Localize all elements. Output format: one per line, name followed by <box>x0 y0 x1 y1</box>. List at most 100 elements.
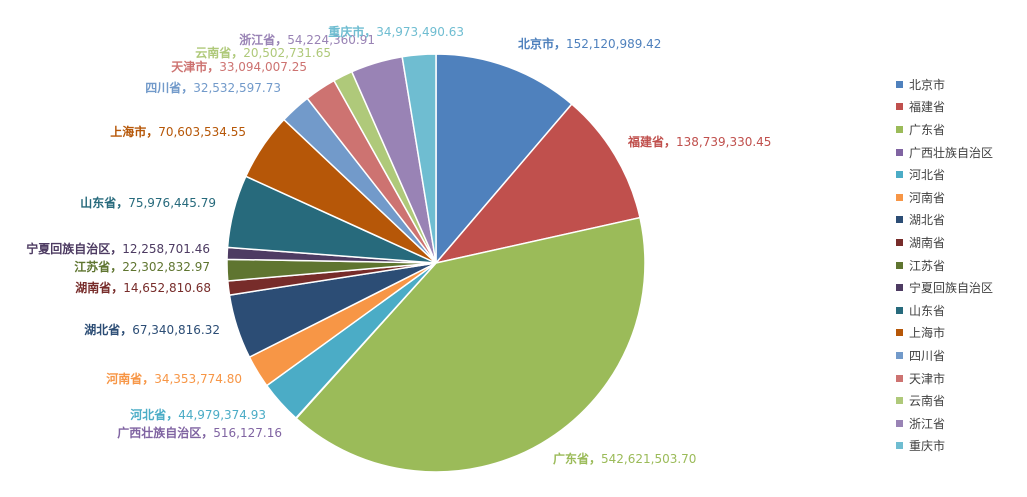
data-label-category: 河北省， <box>129 407 178 422</box>
data-label: 福建省，138,739,330.45 <box>627 134 771 149</box>
legend-label: 河北省 <box>909 168 946 183</box>
legend-item: 广西壮族自治区 <box>896 141 1021 164</box>
legend-swatch <box>896 329 903 337</box>
data-label-category: 北京市， <box>518 36 566 51</box>
data-label-value: 32,532,597.73 <box>193 81 281 95</box>
data-label: 江苏省，22,302,832.97 <box>74 259 210 274</box>
legend-label: 北京市 <box>909 77 946 92</box>
data-label-category: 宁夏回族自治区， <box>26 241 122 256</box>
data-label: 浙江省，54,224,360.91 <box>239 32 375 47</box>
data-label-value: 67,340,816.32 <box>132 323 220 337</box>
legend-item: 福建省 <box>896 96 1021 119</box>
legend-label: 广西壮族自治区 <box>909 145 994 160</box>
legend-label: 广东省 <box>909 122 946 137</box>
data-label-category: 山东省， <box>80 195 128 210</box>
data-label-value: 20,502,731.65 <box>243 46 331 60</box>
data-label: 广东省，542,621,503.70 <box>553 451 696 466</box>
data-label: 天津市，33,094,007.25 <box>171 59 307 74</box>
data-label-category: 江苏省， <box>74 259 122 274</box>
legend-swatch <box>896 216 903 224</box>
data-label-value: 516,127.16 <box>213 426 282 440</box>
legend-swatch <box>896 148 903 156</box>
legend-item: 天津市 <box>896 367 1021 390</box>
data-labels: 北京市，152,120,989.42 福建省，138,739,330.45 广东省，… <box>26 24 771 466</box>
legend-item: 广东省 <box>896 118 1021 141</box>
legend-label: 上海市 <box>909 326 946 341</box>
legend-swatch <box>896 284 903 292</box>
data-label-value: 12,258,701.46 <box>122 242 210 256</box>
legend-swatch <box>896 306 903 314</box>
legend-swatch <box>896 419 903 427</box>
data-label-value: 44,979,374.93 <box>178 408 266 422</box>
data-label-category: 浙江省， <box>239 32 287 47</box>
legend-item: 四川省 <box>896 344 1021 367</box>
legend-item: 宁夏回族自治区 <box>896 276 1021 299</box>
data-label: 广西壮族自治区，516,127.16 <box>117 425 282 440</box>
pie-slice <box>433 103 641 265</box>
data-label-category: 广西壮族自治区， <box>117 425 213 440</box>
legend-item: 重庆市 <box>896 435 1021 458</box>
data-label-value: 138,739,330.45 <box>676 135 771 149</box>
data-label-value: 152,120,989.42 <box>566 37 661 51</box>
legend-label: 天津市 <box>909 371 946 386</box>
legend-swatch <box>896 125 903 133</box>
legend: 北京市福建省广东省广西壮族自治区 河北省河南省湖北省湖南省江苏省宁夏回族自治区 山东… <box>896 73 1021 457</box>
legend-swatch <box>896 171 903 179</box>
data-label-category: 河南省， <box>105 371 154 386</box>
legend-label: 浙江省 <box>909 416 946 431</box>
legend-label: 湖北省 <box>909 213 946 228</box>
data-label: 上海市，70,603,534.55 <box>110 124 246 139</box>
pie-slice <box>295 216 646 473</box>
data-label-category: 广东省， <box>553 451 601 466</box>
legend-swatch <box>896 193 903 201</box>
legend-swatch <box>896 374 903 382</box>
data-label-value: 14,652,810.68 <box>123 281 211 295</box>
data-label: 重庆市，34,973,490.63 <box>328 24 464 39</box>
data-label-category: 湖南省， <box>75 280 123 295</box>
data-label-value: 54,224,360.91 <box>287 33 375 47</box>
data-label-category: 湖北省， <box>84 322 132 337</box>
legend-item: 浙江省 <box>896 412 1021 435</box>
data-label-value: 34,973,490.63 <box>376 25 464 39</box>
data-label: 河南省，34,353,774.80 <box>105 371 242 386</box>
data-label-category: 云南省， <box>195 45 243 60</box>
legend-item: 上海市 <box>896 322 1021 345</box>
data-label-value: 70,603,534.55 <box>158 125 246 139</box>
data-label-category: 福建省， <box>627 134 676 149</box>
legend-item: 湖北省 <box>896 209 1021 232</box>
legend-label: 四川省 <box>909 348 946 363</box>
data-label-value: 22,302,832.97 <box>122 260 210 274</box>
legend-label: 山东省 <box>909 303 946 318</box>
data-label: 北京市，152,120,989.42 <box>518 36 661 51</box>
legend-item: 河南省 <box>896 186 1021 209</box>
legend-swatch <box>896 397 903 405</box>
data-label-value: 542,621,503.70 <box>601 452 696 466</box>
legend-label: 宁夏回族自治区 <box>909 281 994 296</box>
legend-label: 河南省 <box>909 190 946 205</box>
pie-slices <box>226 53 646 473</box>
data-label: 河北省，44,979,374.93 <box>129 407 266 422</box>
data-label: 山东省，75,976,445.79 <box>80 195 216 210</box>
legend-swatch <box>896 442 903 450</box>
data-label-category: 重庆市， <box>328 24 376 39</box>
legend-item: 湖南省 <box>896 231 1021 254</box>
legend-label: 江苏省 <box>909 258 946 273</box>
legend-item: 北京市 <box>896 73 1021 96</box>
data-label: 湖北省，67,340,816.32 <box>84 322 220 337</box>
data-label: 四川省，32,532,597.73 <box>145 80 281 95</box>
data-label-value: 75,976,445.79 <box>128 196 216 210</box>
data-label-category: 上海市， <box>110 124 158 139</box>
legend-label: 重庆市 <box>909 439 946 454</box>
data-label: 宁夏回族自治区，12,258,701.46 <box>26 241 210 256</box>
pie-slice <box>435 53 573 266</box>
legend-swatch <box>896 261 903 269</box>
legend-item: 江苏省 <box>896 254 1021 277</box>
legend-label: 云南省 <box>909 394 946 409</box>
data-label: 云南省，20,502,731.65 <box>195 45 331 60</box>
legend-swatch <box>896 80 903 88</box>
legend-label: 湖南省 <box>909 235 946 250</box>
legend-item: 河北省 <box>896 163 1021 186</box>
legend-swatch <box>896 103 903 111</box>
data-label: 湖南省，14,652,810.68 <box>75 280 211 295</box>
